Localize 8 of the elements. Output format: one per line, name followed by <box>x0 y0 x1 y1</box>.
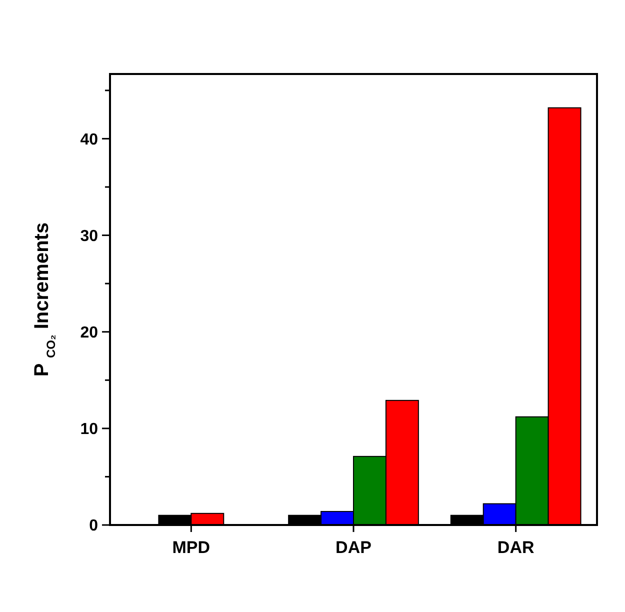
x-tick-label: MPD <box>172 538 210 557</box>
y-tick-label: 20 <box>80 324 98 342</box>
y-tick-label: 40 <box>80 131 98 148</box>
y-tick-label: 0 <box>89 518 98 535</box>
y-tick-label: 10 <box>80 421 98 438</box>
y-tick-label: 30 <box>80 228 98 245</box>
x-tick-label: DAR <box>497 538 534 557</box>
x-tick-label: DAP <box>336 538 372 557</box>
